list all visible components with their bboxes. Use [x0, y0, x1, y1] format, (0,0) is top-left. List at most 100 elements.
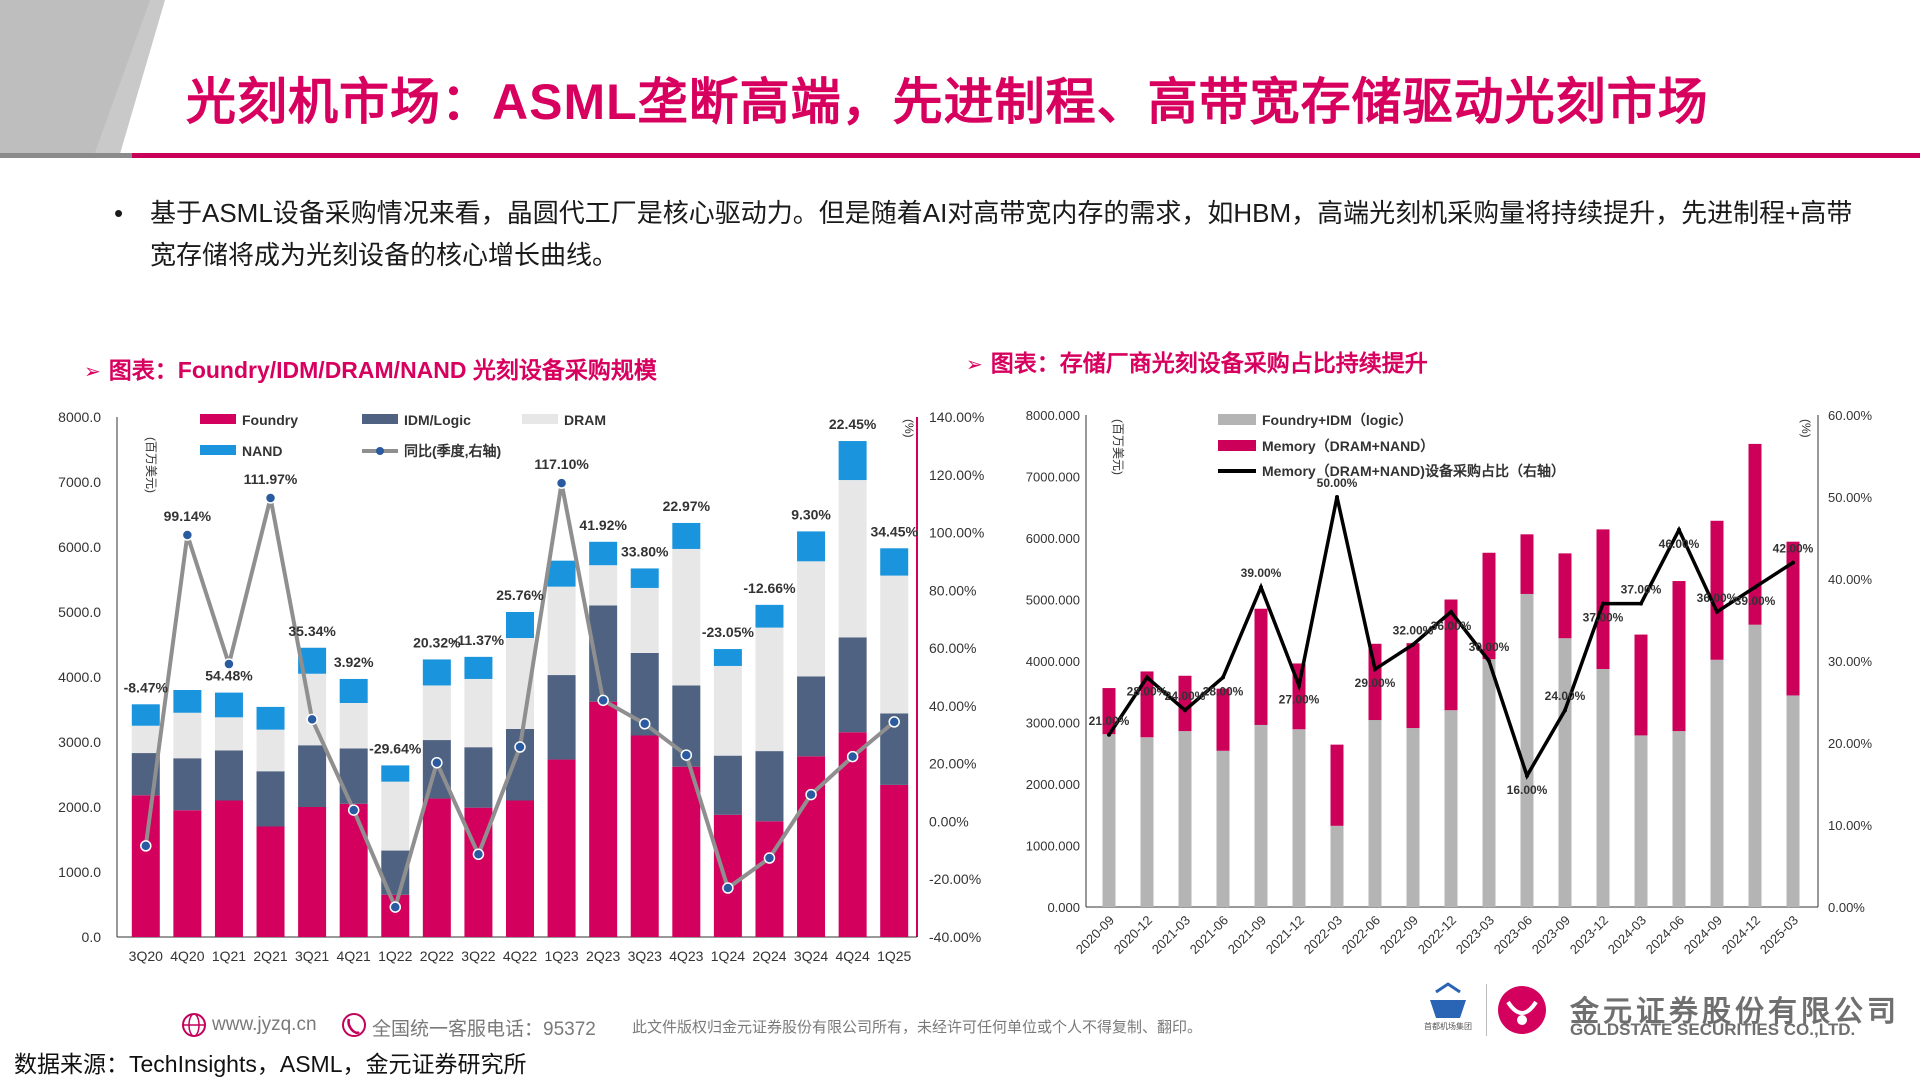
- yoy-point: [306, 713, 318, 726]
- yoy-point: [389, 901, 402, 913]
- yoy-data-label: 33.80%: [621, 543, 669, 559]
- bullet-text: 基于ASML设备采购情况来看，晶圆代工厂是核心驱动力。但是随着AI对高带宽内存的…: [150, 198, 1853, 270]
- y2-axis-label: (%): [1799, 419, 1813, 438]
- y2-tick-label: 40.00%: [929, 698, 976, 714]
- bar-dram: [381, 781, 410, 851]
- yoy-data-label: 25.76%: [496, 587, 544, 603]
- bar-nand: [422, 659, 451, 686]
- bar-foundry-idm: [1482, 659, 1496, 907]
- bar-memory: [1634, 634, 1648, 736]
- bar-memory: [1786, 541, 1800, 696]
- share-point: [1715, 609, 1719, 614]
- share-point: [1449, 609, 1453, 614]
- yoy-data-label: 3.92%: [334, 654, 374, 670]
- data-source: 数据来源：TechInsights，ASML，金元证券研究所: [14, 1051, 527, 1077]
- chart-memory-share: 0.000 1000.000 2000.000 3000.000 4000.000 500…: [1026, 408, 1873, 957]
- bar-dram: [797, 561, 826, 677]
- chart-foundry-idm-dram-nand: 0.0 1000.0 2000.0 3000.0 4000.0 5000.0 6000.0 7…: [58, 409, 984, 964]
- bar-foundry-idm: [1178, 731, 1192, 907]
- share-point: [1145, 675, 1149, 680]
- footer-hotline: 全国统一客服电话：95372: [372, 1019, 596, 1040]
- x-tick-label: 4Q23: [669, 948, 703, 964]
- x-tick-label: 1Q21: [212, 948, 246, 964]
- yoy-data-label: 99.14%: [164, 508, 212, 524]
- share-point: [1221, 675, 1225, 680]
- bar-memory: [1558, 553, 1572, 639]
- legend-swatch: [1218, 440, 1256, 451]
- bar-nand: [838, 441, 867, 481]
- bar-foundry: [422, 798, 451, 937]
- bar-dram: [173, 712, 202, 759]
- bar-foundry-idm: [1216, 750, 1230, 907]
- title-divider: [0, 153, 1920, 158]
- share-point: [1525, 773, 1529, 778]
- footer-icons: [182, 1013, 366, 1037]
- globe-icon: [182, 1013, 206, 1037]
- y-tick-label: 0.000: [1047, 900, 1080, 915]
- footer-copyright: 此文件版权归金元证券股份有限公司所有，未经许可任何单位或个人不得复制、翻印。: [632, 1019, 1203, 1036]
- bar-idmlogic: [838, 637, 867, 733]
- yoy-point: [638, 718, 651, 730]
- legend-label: 同比(季度,右轴): [404, 443, 501, 459]
- share-data-label: 28.00%: [1203, 684, 1244, 698]
- x-tick-label: 4Q21: [337, 948, 371, 964]
- bar-memory: [1710, 520, 1724, 660]
- yoy-point: [555, 477, 568, 489]
- chart2-title-text: 图表：存储厂商光刻设备采购占比持续提升: [990, 350, 1428, 376]
- y2-tick-label: 30.00%: [1828, 654, 1873, 669]
- bar-idmlogic: [214, 750, 243, 801]
- bar-idmlogic: [464, 747, 493, 808]
- chart1-title-text: 图表：Foundry/IDM/DRAM/NAND 光刻设备采购规模: [108, 357, 657, 383]
- goldstate-logo: [1498, 986, 1546, 1034]
- y-tick-label: 8000.000: [1026, 408, 1080, 423]
- bar-dram: [422, 685, 451, 741]
- bar-foundry-idm: [1710, 659, 1724, 907]
- bar-nand: [256, 706, 285, 730]
- x-tick-label: 1Q22: [378, 948, 412, 964]
- y2-tick-label: 80.00%: [929, 582, 976, 598]
- bar-dram: [547, 586, 576, 676]
- yoy-point: [846, 750, 859, 763]
- y-tick-label: 0.0: [82, 929, 102, 945]
- legend-label: IDM/Logic: [404, 412, 471, 428]
- bar-foundry-idm: [1672, 731, 1686, 907]
- yoy-point: [472, 848, 485, 861]
- bar-foundry-idm: [1102, 734, 1116, 907]
- x-tick-label: 2Q23: [586, 948, 620, 964]
- bar-foundry-idm: [1748, 624, 1762, 907]
- x-tick-label: 2Q22: [420, 948, 454, 964]
- yoy-point: [431, 756, 443, 769]
- bar-foundry: [630, 735, 659, 937]
- y2-tick-label: 140.00%: [929, 409, 984, 425]
- yoy-data-label: 117.10%: [534, 456, 589, 472]
- legend-swatch: [200, 414, 236, 424]
- bar-memory: [1102, 688, 1116, 735]
- bar-idmlogic: [713, 755, 742, 815]
- bar-nand: [797, 531, 826, 562]
- legend-label: Foundry: [242, 412, 298, 428]
- bar-foundry-idm: [1254, 724, 1268, 907]
- x-tick-label: 3Q20: [129, 948, 163, 964]
- bar-memory: [1748, 443, 1762, 625]
- x-tick-label: 3Q21: [295, 948, 329, 964]
- x-tick-label: 2Q24: [752, 948, 786, 964]
- bar-foundry: [339, 803, 368, 937]
- yoy-data-label: -11.37%: [453, 632, 505, 648]
- company-name-cn: 金元证券股份有限公司: [1570, 996, 1901, 1028]
- bar-foundry-idm: [1330, 825, 1344, 907]
- share-data-label: 29.00%: [1355, 676, 1396, 690]
- y-tick-label: 2000.0: [58, 799, 101, 815]
- y-tick-label: 1000.000: [1026, 839, 1080, 854]
- y2-tick-label: 20.00%: [929, 756, 976, 772]
- bar-idmlogic: [173, 758, 202, 811]
- yoy-data-label: 41.92%: [579, 517, 627, 533]
- bar-foundry: [256, 826, 285, 937]
- x-tick-label: 2Q21: [253, 948, 287, 964]
- share-data-label: 42.00%: [1773, 542, 1814, 556]
- yoy-point: [264, 492, 277, 504]
- bar-nand: [630, 568, 659, 588]
- bar-nand: [214, 692, 243, 718]
- bar-nand: [464, 656, 493, 679]
- share-point: [1677, 527, 1681, 532]
